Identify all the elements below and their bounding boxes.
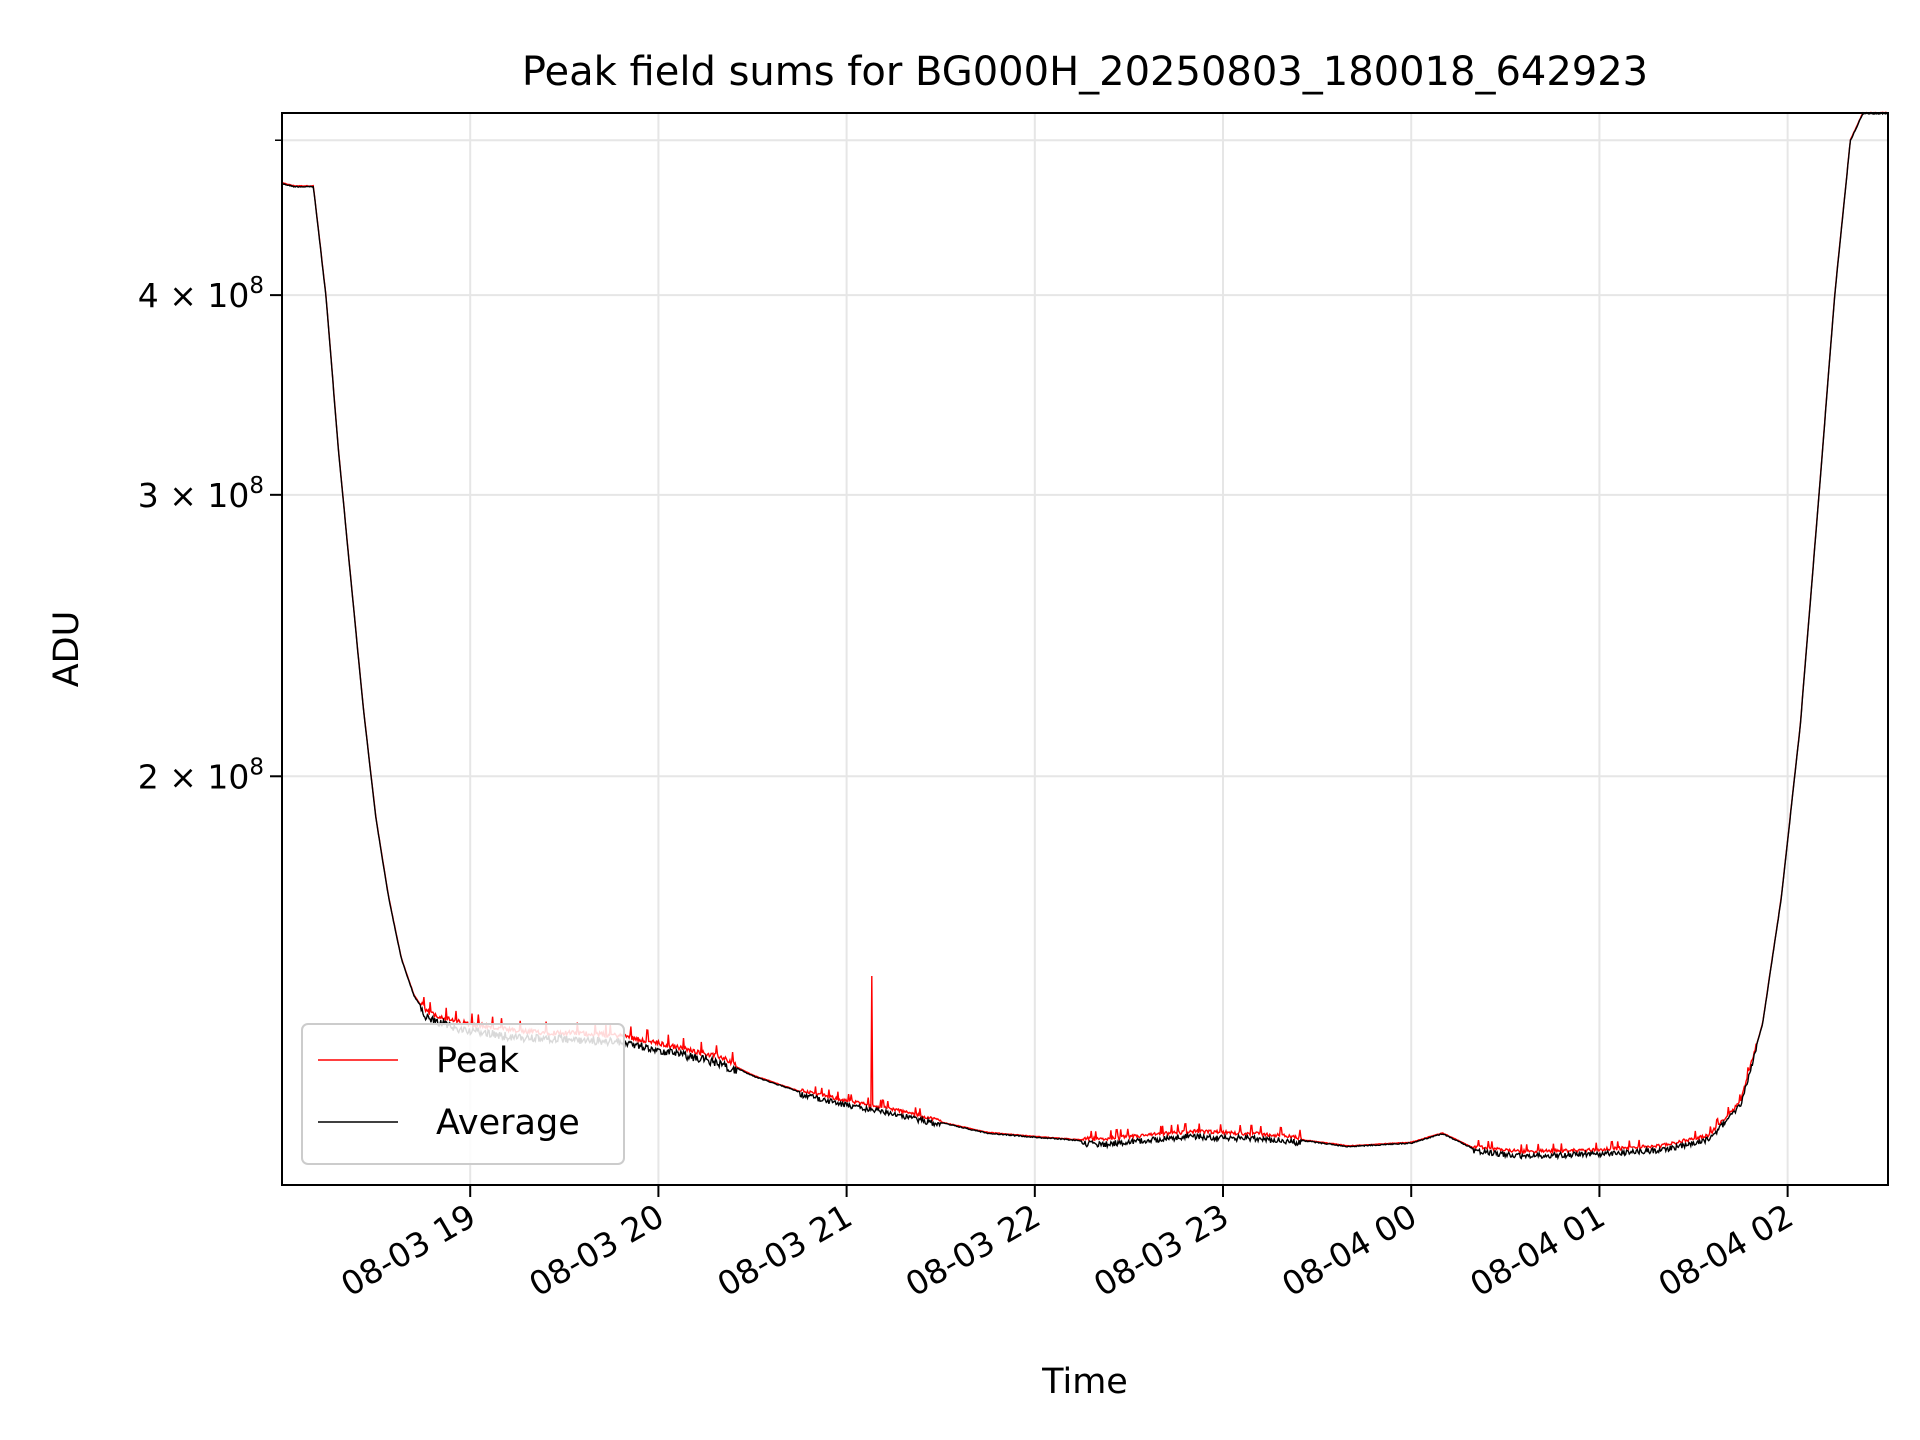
legend-average-label: Average <box>436 1103 580 1143</box>
legend-box <box>301 1023 625 1165</box>
chart-title: Peak field sums for BG000H_20250803_1800… <box>522 49 1648 95</box>
plot-frame <box>281 112 1889 1186</box>
y-tick-label: 3 × 108 <box>138 473 264 515</box>
y-axis-label: ADU <box>47 611 87 688</box>
legend: Peak Average <box>301 1023 625 1165</box>
legend-peak-label: Peak <box>436 1041 520 1081</box>
grid <box>282 113 1888 1185</box>
y-axis: 2 × 108 3 × 108 4 × 108 <box>138 139 282 796</box>
y-tick-label: 2 × 108 <box>138 754 264 796</box>
x-axis-label: Time <box>1041 1362 1128 1402</box>
y-tick-label: 4 × 108 <box>138 273 264 315</box>
